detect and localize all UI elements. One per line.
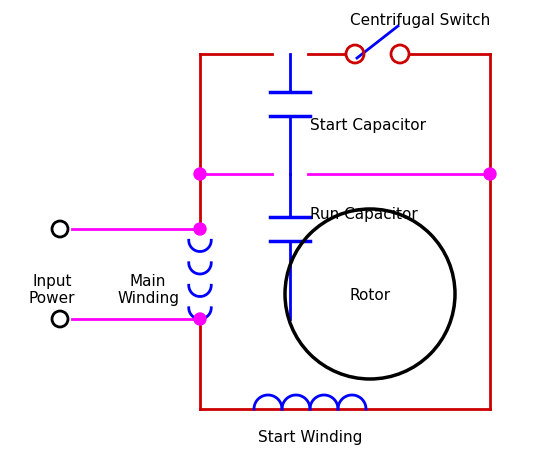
Text: Centrifugal Switch: Centrifugal Switch [350, 12, 490, 28]
Text: Input
Power: Input Power [29, 273, 75, 306]
Text: Rotor: Rotor [349, 287, 391, 302]
Text: Start Capacitor: Start Capacitor [310, 117, 426, 132]
Text: Main
Winding: Main Winding [117, 273, 179, 306]
Circle shape [194, 168, 206, 180]
Circle shape [194, 224, 206, 235]
Text: Run Capacitor: Run Capacitor [310, 207, 418, 222]
Text: Start Winding: Start Winding [258, 430, 362, 444]
Circle shape [194, 313, 206, 325]
Circle shape [484, 168, 496, 180]
